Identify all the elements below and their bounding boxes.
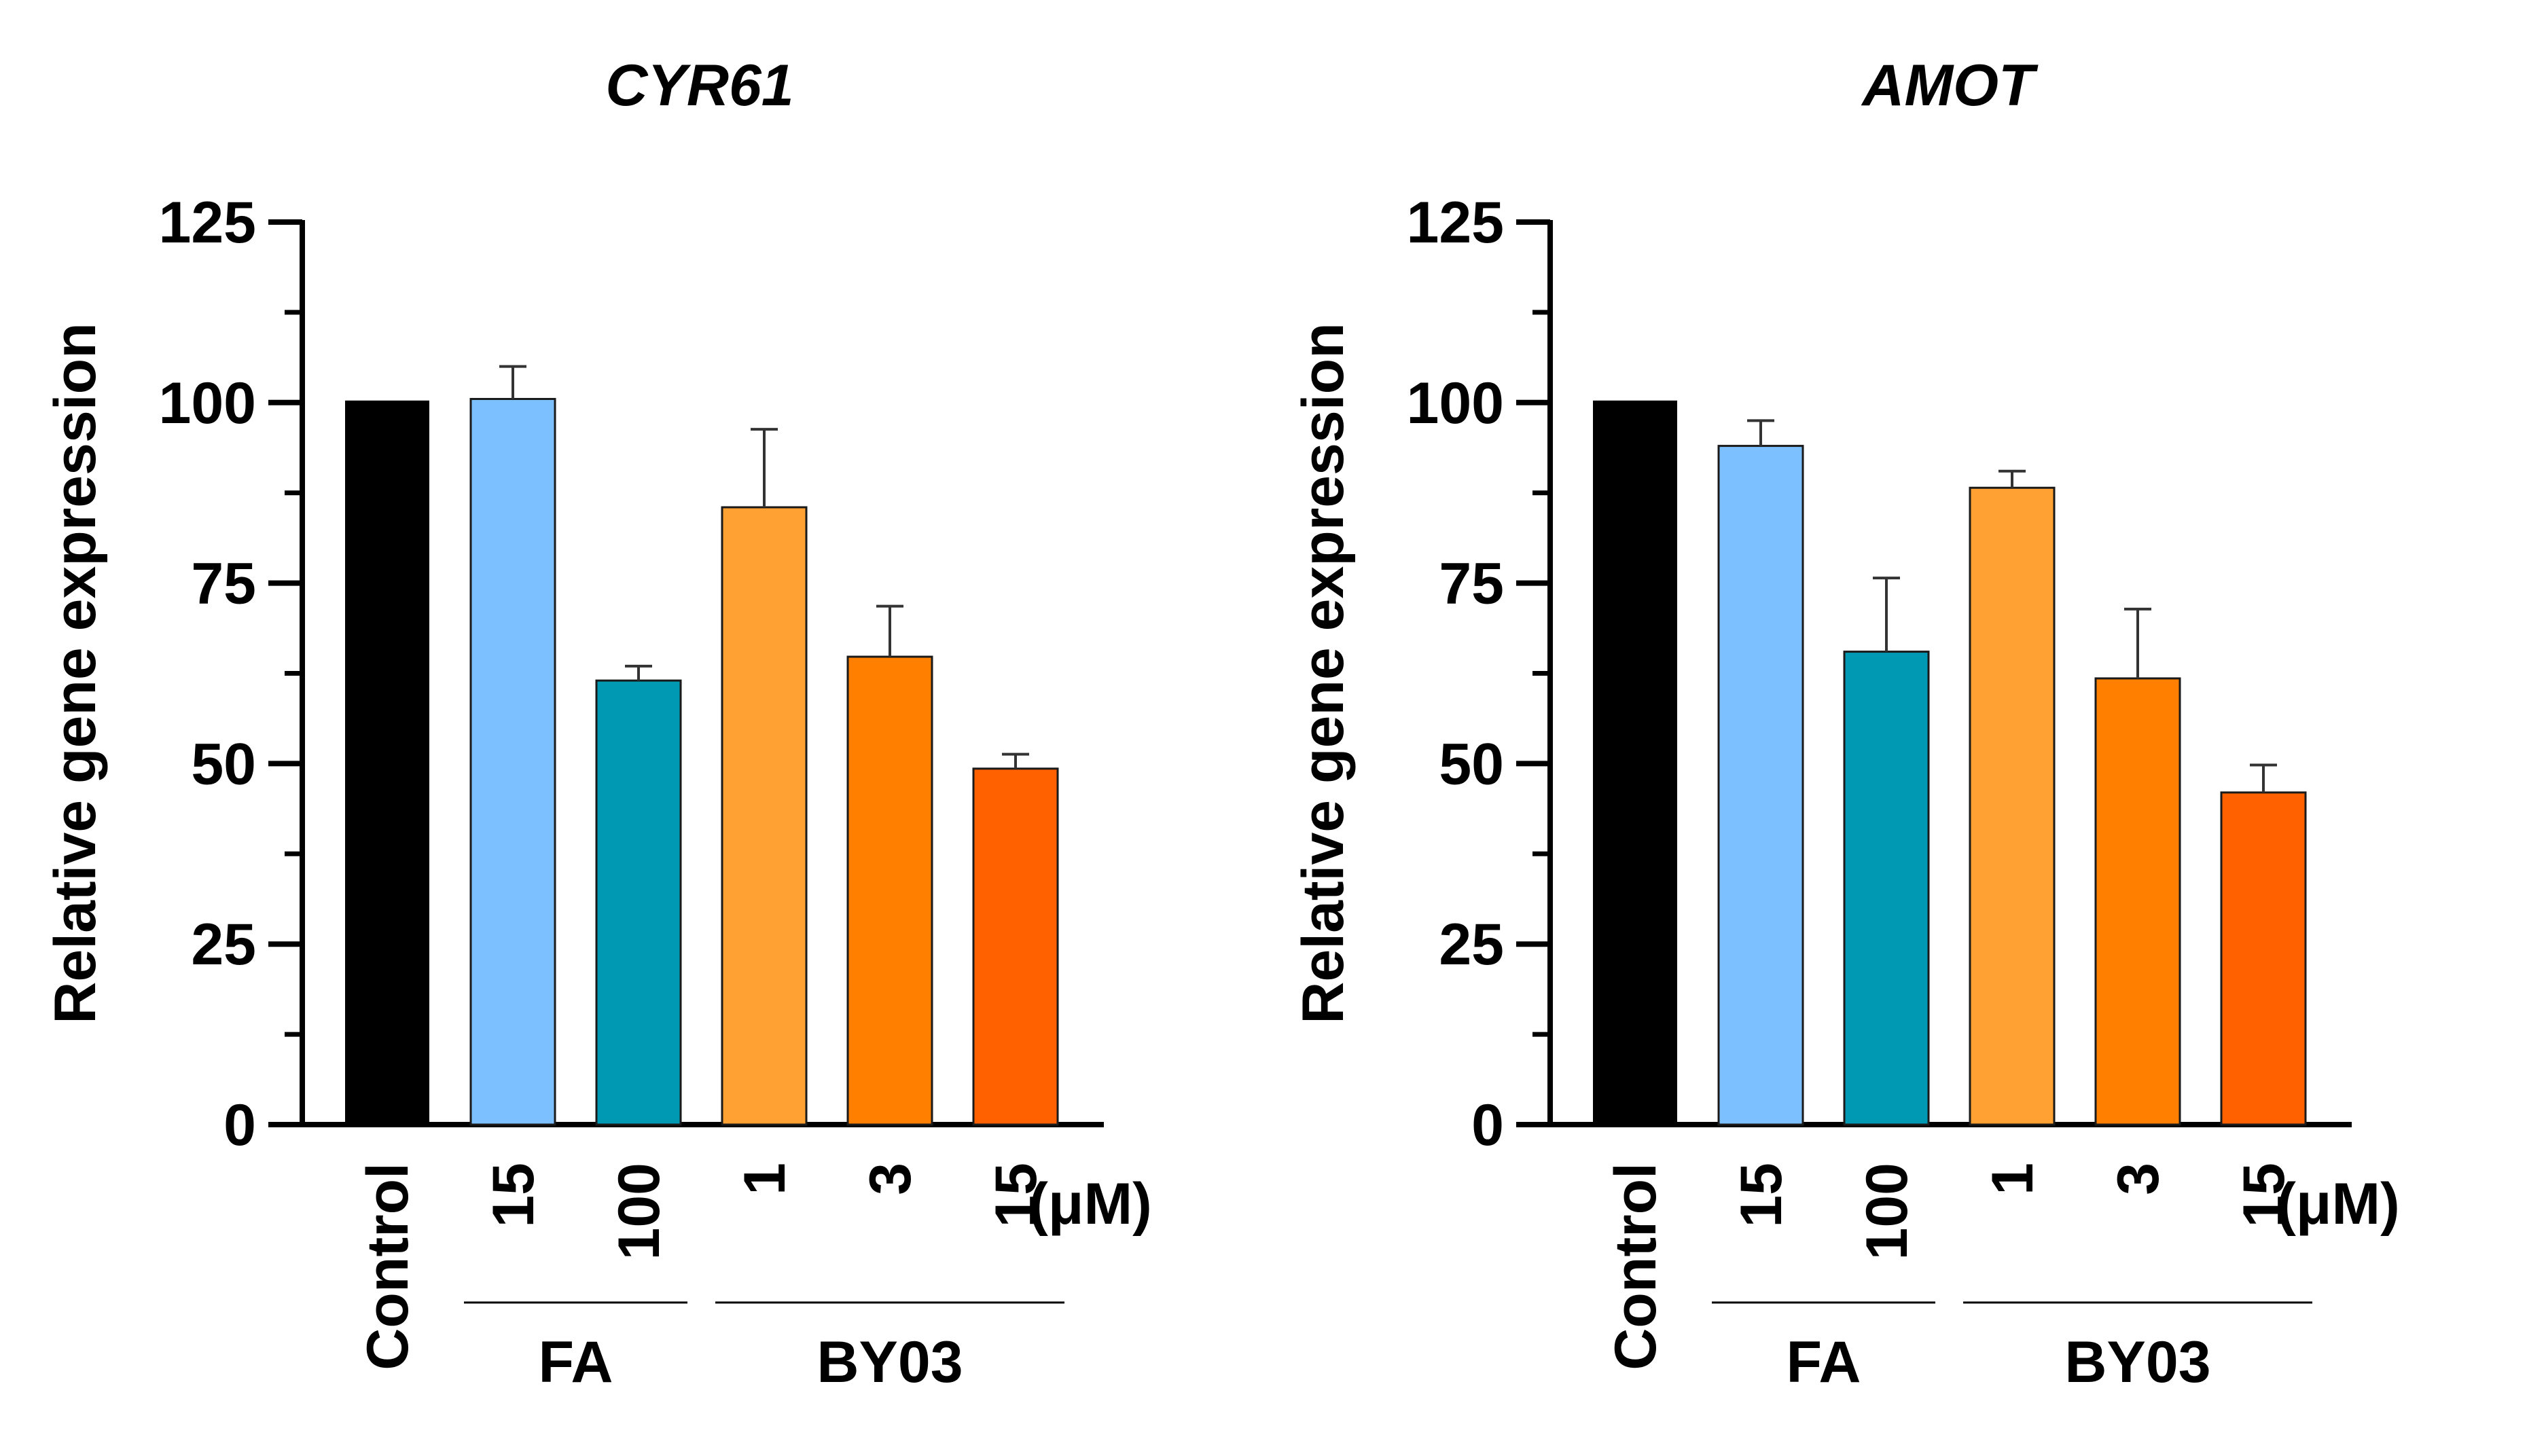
bar	[595, 679, 682, 1126]
y-tick-label: 100	[1407, 371, 1505, 436]
bar	[1593, 402, 1677, 1125]
y-tick-label: 75	[191, 551, 256, 617]
unit-label: (μM)	[2276, 1171, 2400, 1237]
bar	[469, 397, 556, 1126]
x-tick-label: 15	[984, 1163, 1049, 1228]
y-tick-label: 0	[223, 1093, 256, 1158]
bar-top-edge	[1593, 400, 1677, 406]
y-tick-label: 50	[191, 731, 256, 797]
bar	[1969, 486, 2056, 1126]
bar	[1717, 445, 1804, 1126]
y-axis-label: Relative gene expression	[1291, 323, 1356, 1023]
bar	[345, 402, 429, 1125]
x-tick-label: Control	[1603, 1163, 1668, 1370]
group-label: BY03	[817, 1330, 963, 1395]
y-tick-label: 125	[1407, 190, 1505, 255]
group-label: FA	[539, 1330, 613, 1395]
x-tick-label: 1	[1980, 1163, 2045, 1195]
y-tick-label: 0	[1471, 1093, 1504, 1158]
y-tick-label: 75	[1439, 551, 1504, 617]
x-tick-label: Control	[355, 1163, 420, 1370]
unit-label: (μM)	[1028, 1171, 1152, 1237]
x-tick-label: 1	[732, 1163, 797, 1195]
x-tick-label: 3	[858, 1163, 923, 1195]
bar	[2220, 791, 2307, 1126]
x-tick-label: 15	[2231, 1163, 2297, 1228]
x-tick-label: 15	[1729, 1163, 1794, 1228]
bar	[1843, 651, 1930, 1126]
y-axis-label: Relative gene expression	[43, 323, 108, 1023]
x-tick-label: 100	[607, 1163, 672, 1260]
chart-title: CYR61	[605, 53, 793, 118]
y-tick-label: 25	[1439, 912, 1504, 977]
chart-amot: AMOT Relative gene expression 0 25 50 75 100 12…	[1291, 53, 2400, 1395]
group-label: BY03	[2064, 1330, 2210, 1395]
y-tick-label: 125	[159, 190, 257, 255]
chart-cyr61: CYR61 Relative gene expression 0 25 50 75 100 1…	[43, 53, 1152, 1395]
y-tick-label: 25	[191, 912, 256, 977]
group-label: FA	[1787, 1330, 1861, 1395]
x-tick-label: 15	[481, 1163, 546, 1228]
bar	[721, 506, 808, 1126]
chart-title: AMOT	[1861, 53, 2039, 118]
x-tick-label: 3	[2106, 1163, 2171, 1195]
bar	[2094, 677, 2181, 1126]
x-tick-label: 100	[1854, 1163, 1920, 1260]
y-tick-label: 100	[159, 371, 257, 436]
bar-top-edge	[345, 400, 429, 406]
bar	[972, 767, 1059, 1126]
y-tick-label: 50	[1439, 731, 1504, 797]
bar	[846, 655, 933, 1126]
